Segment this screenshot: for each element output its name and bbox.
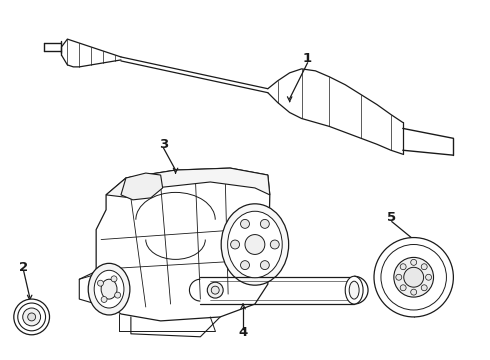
Polygon shape	[106, 168, 270, 198]
Text: 1: 1	[303, 53, 312, 66]
Circle shape	[270, 240, 279, 249]
Text: 3: 3	[159, 138, 168, 151]
Circle shape	[394, 257, 434, 297]
Circle shape	[411, 289, 416, 295]
Circle shape	[28, 313, 36, 321]
Circle shape	[207, 282, 223, 298]
Circle shape	[400, 264, 406, 270]
Polygon shape	[96, 168, 270, 321]
Circle shape	[404, 267, 424, 287]
Circle shape	[111, 276, 117, 282]
Circle shape	[421, 285, 427, 291]
Ellipse shape	[221, 204, 289, 285]
Circle shape	[211, 286, 219, 294]
Ellipse shape	[345, 276, 363, 304]
Ellipse shape	[349, 281, 359, 299]
Circle shape	[381, 244, 446, 310]
Ellipse shape	[94, 270, 124, 308]
Circle shape	[101, 297, 107, 302]
Circle shape	[426, 274, 432, 280]
Circle shape	[396, 274, 402, 280]
Circle shape	[14, 299, 49, 335]
Circle shape	[421, 264, 427, 270]
Text: 2: 2	[19, 261, 28, 274]
Circle shape	[374, 238, 453, 317]
Circle shape	[260, 219, 270, 228]
Circle shape	[23, 308, 41, 326]
Ellipse shape	[101, 279, 117, 299]
Polygon shape	[121, 173, 163, 200]
Text: 5: 5	[387, 211, 396, 224]
Text: 4: 4	[239, 326, 247, 339]
Circle shape	[115, 292, 121, 298]
Ellipse shape	[88, 264, 130, 315]
Circle shape	[260, 261, 270, 270]
Circle shape	[241, 219, 249, 228]
Circle shape	[98, 280, 103, 286]
Circle shape	[245, 235, 265, 255]
Circle shape	[18, 303, 46, 331]
Ellipse shape	[228, 211, 282, 278]
Circle shape	[411, 260, 416, 265]
Circle shape	[400, 285, 406, 291]
Circle shape	[231, 240, 240, 249]
Circle shape	[241, 261, 249, 270]
